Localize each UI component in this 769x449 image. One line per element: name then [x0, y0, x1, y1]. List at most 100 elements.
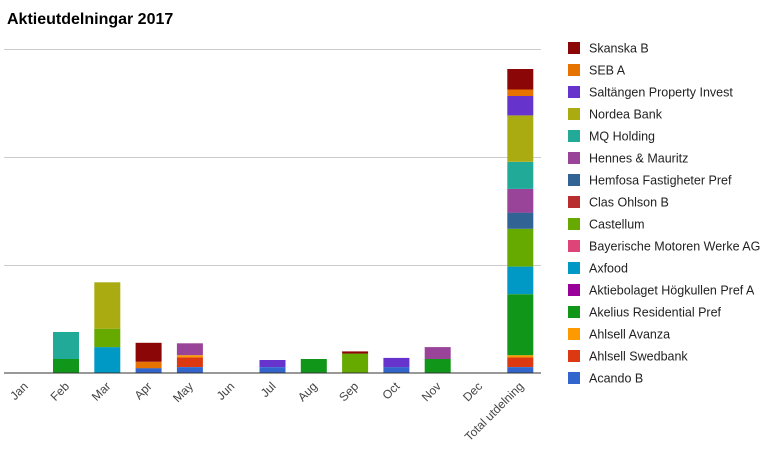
legend-item[interactable]: Saltängen Property Invest: [568, 86, 733, 100]
legend-item[interactable]: Akelius Residential Pref: [568, 306, 722, 320]
legend-label: Skanska B: [589, 42, 649, 56]
x-tick-labels: Jan Feb Mar Apr May Jun Jul Aug Sep Oct Nov DecTota…: [7, 379, 526, 444]
legend-label: Ahlsell Swedbank: [589, 350, 688, 364]
legend-item[interactable]: MQ Holding: [568, 130, 655, 144]
bar-segment[interactable]: [135, 342, 162, 362]
bar-segment[interactable]: [507, 69, 534, 90]
legend-item[interactable]: Nordea Bank: [568, 108, 663, 122]
legend-swatch: [568, 174, 580, 186]
legend-label: Hennes & Mauritz: [589, 152, 688, 166]
legend-label: Acando B: [589, 372, 643, 386]
bar-segment[interactable]: [176, 357, 203, 367]
bar-segment[interactable]: [424, 359, 451, 373]
legend[interactable]: Skanska B SEB A Saltängen Property Invest N…: [568, 42, 760, 386]
bar-segment[interactable]: [507, 357, 534, 367]
bar-segment[interactable]: [424, 347, 451, 359]
legend-swatch: [568, 196, 580, 208]
bar-segment[interactable]: [94, 282, 121, 329]
bar-segment[interactable]: [507, 188, 534, 213]
legend-item[interactable]: Castellum: [568, 218, 645, 232]
legend-swatch: [568, 64, 580, 76]
bar-segment[interactable]: [342, 353, 369, 373]
bar-segment[interactable]: [176, 343, 203, 356]
bar-segment[interactable]: [383, 367, 410, 373]
bar-segment[interactable]: [507, 161, 534, 189]
bar-segment[interactable]: [507, 367, 534, 373]
legend-swatch: [568, 218, 580, 230]
legend-item[interactable]: Ahlsell Swedbank: [568, 350, 688, 364]
bar-segment[interactable]: [383, 357, 410, 368]
x-tick-label: Apr: [132, 379, 155, 402]
x-tick-label: Jun: [214, 379, 238, 403]
legend-label: Aktiebolaget Högkullen Pref A: [589, 284, 755, 298]
legend-label: Castellum: [589, 218, 645, 232]
bar-segment[interactable]: [342, 351, 369, 354]
bar-segment[interactable]: [53, 332, 79, 359]
x-tick-label: Jan: [7, 379, 31, 403]
bar-segment[interactable]: [507, 266, 534, 295]
x-tick-label: May: [170, 379, 196, 405]
chart-title: Aktieutdelningar 2017: [7, 11, 173, 28]
x-tick-label: Sep: [336, 379, 361, 404]
bar-segment[interactable]: [300, 359, 327, 373]
legend-label: Hemfosa Fastigheter Pref: [589, 174, 732, 188]
x-tick-label: Dec: [460, 379, 485, 404]
legend-item[interactable]: Hennes & Mauritz: [568, 152, 688, 166]
x-tick-label: Jul: [258, 379, 279, 400]
legend-label: Saltängen Property Invest: [589, 86, 733, 100]
legend-label: Akelius Residential Pref: [589, 306, 722, 320]
bar-segment[interactable]: [507, 89, 534, 97]
legend-swatch: [568, 130, 580, 142]
legend-item[interactable]: Ahlsell Avanza: [568, 328, 670, 342]
x-tick-label: Oct: [379, 379, 403, 403]
legend-label: SEB A: [589, 64, 626, 78]
legend-item[interactable]: Clas Ohlson B: [568, 196, 669, 210]
bar-segment[interactable]: [507, 228, 534, 267]
bar-segment[interactable]: [259, 360, 286, 367]
x-tick-label: Aug: [295, 379, 320, 404]
bar-segment[interactable]: [53, 359, 79, 373]
bar-segment[interactable]: [507, 294, 534, 356]
legend-swatch: [568, 284, 580, 296]
legend-item[interactable]: Acando B: [568, 372, 643, 386]
bar-segment[interactable]: [507, 96, 534, 116]
legend-swatch: [568, 108, 580, 120]
legend-item[interactable]: SEB A: [568, 64, 626, 78]
x-tick-label: Nov: [419, 379, 444, 404]
bar-segment[interactable]: [135, 368, 162, 373]
legend-swatch: [568, 328, 580, 340]
legend-item[interactable]: Axfood: [568, 262, 628, 276]
bar-segment[interactable]: [507, 212, 534, 229]
legend-swatch: [568, 262, 580, 274]
bar-segment[interactable]: [507, 115, 534, 162]
legend-label: MQ Holding: [589, 130, 655, 144]
legend-item[interactable]: Aktiebolaget Högkullen Pref A: [568, 284, 755, 298]
legend-item[interactable]: Hemfosa Fastigheter Pref: [568, 174, 732, 188]
legend-swatch: [568, 306, 580, 318]
legend-label: Nordea Bank: [589, 108, 663, 122]
legend-swatch: [568, 240, 580, 252]
legend-item[interactable]: Skanska B: [568, 42, 649, 56]
bar-segment[interactable]: [94, 328, 121, 348]
legend-swatch: [568, 86, 580, 98]
legend-swatch: [568, 42, 580, 54]
bar-segment[interactable]: [135, 361, 162, 369]
bar-segment[interactable]: [176, 367, 203, 373]
legend-swatch: [568, 372, 580, 384]
legend-label: Bayerische Motoren Werke AG: [589, 240, 760, 254]
x-tick-label: Feb: [48, 379, 73, 404]
legend-label: Clas Ohlson B: [589, 196, 669, 210]
legend-label: Ahlsell Avanza: [589, 328, 670, 342]
legend-label: Axfood: [589, 262, 628, 276]
bar-segment[interactable]: [94, 347, 121, 373]
x-tick-label: Mar: [89, 379, 114, 404]
legend-swatch: [568, 152, 580, 164]
gridlines: [4, 49, 541, 266]
legend-item[interactable]: Bayerische Motoren Werke AG: [568, 240, 760, 254]
bars: [53, 69, 534, 373]
legend-swatch: [568, 350, 580, 362]
bar-segment[interactable]: [259, 367, 286, 373]
bar-segment[interactable]: [507, 355, 534, 358]
bar-segment[interactable]: [176, 355, 203, 358]
